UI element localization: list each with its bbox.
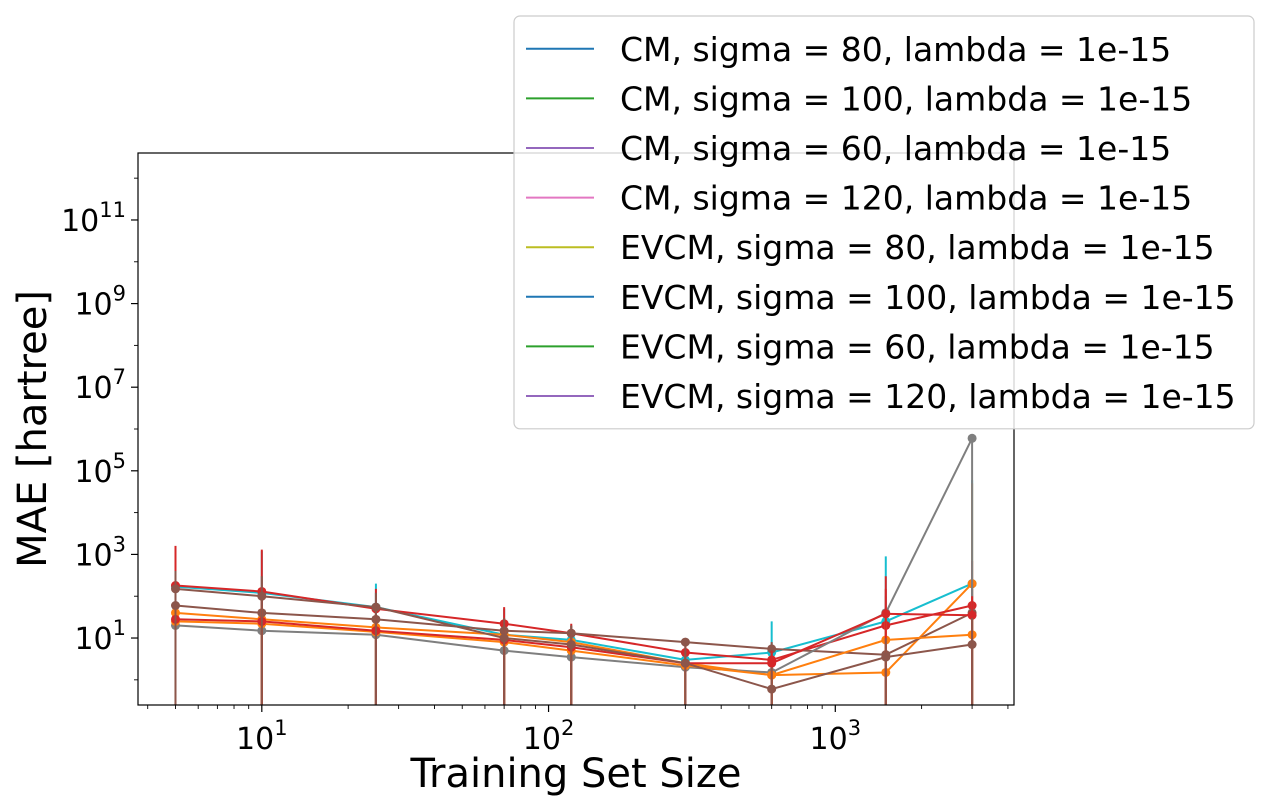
y-axis-label: MAE [hartree] [10, 290, 56, 568]
series-1 [170, 483, 977, 705]
x-tick-label: 103 [810, 716, 862, 757]
legend-box [513, 15, 1255, 430]
y-tick-label: 1011 [61, 198, 126, 239]
data-point [680, 637, 690, 647]
y-tick-label: 103 [74, 532, 126, 573]
data-point [767, 658, 777, 668]
legend-label: EVCM, sigma = 60, lambda = 1e-15 [620, 327, 1215, 366]
data-point [881, 652, 891, 662]
data-point [767, 684, 777, 694]
legend-entry: CM, sigma = 80, lambda = 1e-15 [526, 30, 1171, 69]
data-point [680, 658, 690, 668]
legend-entry: CM, sigma = 60, lambda = 1e-15 [526, 129, 1171, 168]
series-4 [170, 433, 977, 705]
x-axis: 101 102 103 [147, 705, 1009, 757]
data-point [967, 610, 977, 620]
x-axis-label: Training Set Size [409, 751, 741, 797]
legend-label: EVCM, sigma = 100, lambda = 1e-15 [620, 278, 1236, 317]
data-point [566, 628, 576, 638]
x-tick-label: 101 [236, 716, 288, 757]
series-7 [170, 571, 977, 705]
legend-label: CM, sigma = 100, lambda = 1e-15 [620, 79, 1192, 118]
legend-entry: EVCM, sigma = 60, lambda = 1e-15 [526, 327, 1215, 366]
y-tick-label: 105 [74, 449, 126, 490]
legend: CM, sigma = 80, lambda = 1e-15 CM, sigma … [513, 15, 1255, 430]
data-point [881, 609, 891, 619]
y-axis: 101 103 105 107 109 1011 [61, 177, 138, 681]
legend-entry: EVCM, sigma = 120, lambda = 1e-15 [526, 377, 1236, 416]
series-0 [170, 480, 977, 705]
data-point [257, 591, 267, 601]
series-layer [170, 433, 977, 705]
legend-entry: CM, sigma = 120, lambda = 1e-15 [526, 179, 1192, 218]
data-point [170, 584, 180, 594]
legend-label: EVCM, sigma = 80, lambda = 1e-15 [620, 228, 1215, 267]
legend-label: EVCM, sigma = 120, lambda = 1e-15 [620, 377, 1236, 416]
legend-label: CM, sigma = 80, lambda = 1e-15 [620, 30, 1171, 69]
legend-label: CM, sigma = 60, lambda = 1e-15 [620, 129, 1171, 168]
legend-label: CM, sigma = 120, lambda = 1e-15 [620, 179, 1192, 218]
data-point [499, 633, 509, 643]
data-point [371, 602, 381, 612]
data-point [767, 644, 777, 654]
data-point [967, 433, 977, 443]
series-5 [170, 600, 977, 705]
legend-entry: EVCM, sigma = 80, lambda = 1e-15 [526, 228, 1215, 267]
legend-entry: EVCM, sigma = 100, lambda = 1e-15 [526, 278, 1236, 317]
y-tick-label: 107 [74, 365, 126, 406]
y-tick-label: 101 [74, 616, 126, 657]
x-tick-label: 102 [523, 716, 575, 757]
y-tick-label: 109 [74, 282, 126, 323]
data-point [967, 640, 977, 650]
legend-entry: CM, sigma = 100, lambda = 1e-15 [526, 79, 1192, 118]
data-point [566, 640, 576, 650]
